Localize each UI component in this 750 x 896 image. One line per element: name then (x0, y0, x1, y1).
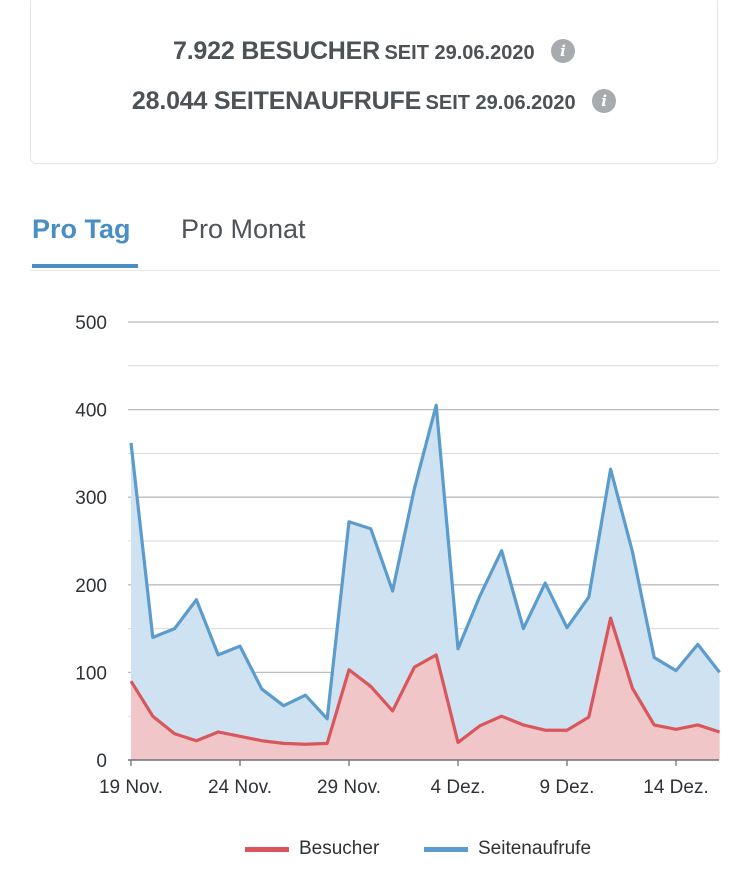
y-tick-label: 200 (75, 576, 107, 597)
x-tick-label: 24 Nov. (208, 777, 272, 798)
info-icon[interactable]: i (551, 39, 576, 63)
x-tick-label: 29 Nov. (317, 777, 381, 798)
x-tick-label: 19 Nov. (99, 777, 163, 798)
legend-swatch-seitenaufrufe (424, 846, 468, 852)
x-tick-label: 14 Dez. (643, 777, 708, 798)
legend-swatch-besucher (245, 846, 289, 852)
y-tick-label: 300 (75, 488, 107, 509)
area-besucher (131, 618, 720, 760)
period-tabs: Pro Tag Pro Monat (30, 196, 720, 271)
x-tick-label: 4 Dez. (431, 777, 486, 798)
area-seitenaufrufe (131, 405, 720, 760)
visitors-stat: 7.922 BESUCHER SEIT 29.06.2020 i (31, 37, 717, 66)
tab-pro-monat[interactable]: Pro Monat (181, 214, 306, 244)
tab-pro-tag[interactable]: Pro Tag (32, 214, 131, 244)
visitors-count: 7.922 BESUCHER (172, 37, 380, 65)
pageviews-since: SEIT 29.06.2020 (425, 92, 576, 114)
legend-item-seitenaufrufe[interactable]: Seitenaufrufe (424, 838, 591, 860)
line-seitenaufrufe (129, 403, 721, 721)
chart-legend: Besucher Seitenaufrufe (0, 838, 750, 868)
y-tick-label: 500 (75, 313, 107, 334)
active-tab-indicator (32, 264, 138, 268)
daily-chart: 0 100 200 300 400 500 19 Nov. 24 Nov. 29 Nov. 4 D… (75, 313, 721, 798)
pageviews-count: 28.044 SEITENAUFRUFE (131, 87, 422, 115)
x-tick-label: 9 Dez. (540, 777, 595, 798)
legend-item-besucher[interactable]: Besucher (245, 838, 379, 860)
visitors-since: SEIT 29.06.2020 (384, 42, 535, 64)
y-tick-label: 0 (96, 751, 107, 772)
stats-card: 7.922 BESUCHER SEIT 29.06.2020 i 28.044 … (30, 0, 718, 164)
legend-label-besucher: Besucher (299, 838, 380, 859)
y-tick-label: 400 (75, 401, 107, 422)
legend-label-seitenaufrufe: Seitenaufrufe (478, 838, 592, 859)
y-tick-label: 100 (75, 663, 107, 684)
line-besucher (129, 616, 721, 746)
pageviews-stat: 28.044 SEITENAUFRUFE SEIT 29.06.2020 i (31, 87, 717, 116)
info-icon[interactable]: i (592, 89, 617, 113)
